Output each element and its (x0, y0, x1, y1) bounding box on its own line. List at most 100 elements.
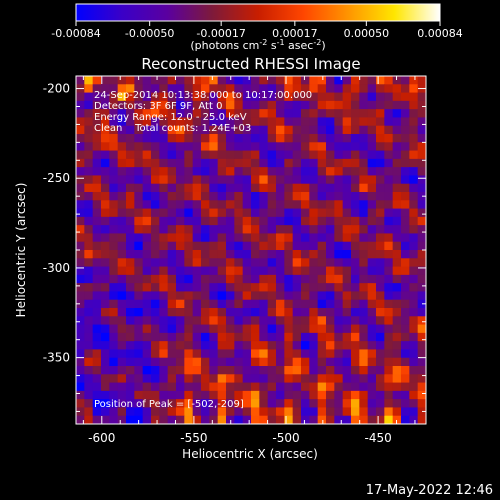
heatmap-cell (217, 291, 227, 301)
heatmap-cell (142, 415, 152, 424)
heatmap-cell (184, 266, 194, 276)
annotation-detectors: Detectors: 3F 6F 9F, Att 0 (94, 101, 222, 112)
heatmap-cell (167, 349, 177, 359)
heatmap-cell (134, 357, 144, 367)
heatmap-cell (217, 200, 227, 210)
heatmap-cell (301, 382, 310, 392)
heatmap-cell (317, 250, 327, 259)
heatmap-cell (201, 142, 210, 152)
x-tick-label: -450 (364, 431, 391, 445)
heatmap-cell (342, 357, 352, 367)
heatmap-cell (376, 390, 385, 400)
heatmap-cell (126, 266, 135, 276)
heatmap-cell (176, 299, 185, 309)
heatmap-cell (117, 258, 127, 268)
heatmap-cell (417, 150, 426, 160)
heatmap-cell (92, 250, 102, 259)
heatmap-cell (226, 415, 235, 424)
colorbar-tick-label: 0.00017 (272, 27, 318, 40)
heatmap-cell (192, 233, 202, 243)
heatmap-cell (126, 134, 135, 143)
heatmap-cell (401, 109, 410, 118)
heatmap-cell (184, 208, 194, 218)
heatmap-cell (309, 399, 319, 408)
heatmap-cell (376, 357, 385, 367)
heatmap-cell (267, 316, 277, 326)
heatmap-cell (234, 92, 244, 102)
heatmap-cell (292, 324, 302, 334)
heatmap-cell (184, 100, 194, 110)
heatmap-cell (159, 357, 169, 367)
heatmap-cell (234, 415, 244, 424)
heatmap-cell (201, 84, 210, 94)
heatmap-cell (359, 316, 369, 326)
heatmap-cell (117, 357, 127, 367)
heatmap-cell (384, 332, 394, 342)
heatmap-cell (342, 142, 352, 152)
heatmap-cell (417, 357, 426, 367)
heatmap-cell (317, 357, 327, 367)
heatmap-cell (217, 316, 227, 326)
colorbar-tick-label: 0.00084 (417, 27, 463, 40)
heatmap-cell (334, 225, 344, 234)
heatmap-cell (384, 175, 394, 185)
heatmap-cell (351, 349, 360, 359)
heatmap-cell (101, 216, 110, 226)
heatmap-cell (351, 92, 360, 102)
heatmap-cell (192, 274, 202, 284)
heatmap-cell (76, 233, 85, 243)
heatmap-cell (292, 390, 302, 400)
heatmap-cell (151, 324, 160, 334)
heatmap-cell (159, 225, 169, 234)
heatmap-cell (384, 415, 394, 424)
y-axis: -200-250-300-350 (43, 82, 426, 412)
heatmap-cell (159, 374, 169, 384)
heatmap-cell (276, 225, 285, 234)
heatmap-cell (167, 200, 177, 210)
heatmap-cell (351, 117, 360, 127)
heatmap-cell (384, 382, 394, 392)
heatmap-cell (401, 274, 410, 284)
heatmap-cell (117, 250, 127, 259)
heatmap-cell (217, 208, 227, 218)
heatmap-cell (417, 324, 426, 334)
heatmap-cell (326, 382, 335, 392)
heatmap-cell (92, 134, 102, 143)
heatmap-cell (126, 390, 135, 400)
heatmap-cell (234, 134, 244, 143)
x-tick-label: -600 (88, 431, 115, 445)
heatmap-cell (184, 415, 194, 424)
heatmap-cell (317, 100, 327, 110)
heatmap-cell (76, 332, 85, 342)
heatmap-cell (392, 192, 402, 201)
heatmap-cell (342, 366, 352, 375)
heatmap-cell (159, 382, 169, 392)
heatmap-cell (417, 109, 426, 118)
heatmap-cell (142, 167, 152, 176)
heatmap-cell (76, 100, 85, 110)
heatmap-cell (126, 250, 135, 259)
heatmap-cell (101, 299, 110, 309)
heatmap-cell (84, 415, 94, 424)
heatmap-cell (309, 357, 319, 367)
heatmap-cell (259, 366, 269, 375)
heatmap-cell (84, 100, 94, 110)
heatmap-cell (259, 390, 269, 400)
heatmap-cell (376, 349, 385, 359)
heatmap-cell (134, 299, 144, 309)
heatmap-cell (367, 415, 377, 424)
heatmap-cell (109, 100, 119, 110)
heatmap-cell (176, 100, 185, 110)
heatmap-cell (276, 316, 285, 326)
heatmap-cell (417, 341, 426, 350)
heatmap-cell (167, 357, 177, 367)
heatmap-cell (334, 200, 344, 210)
heatmap-cell (401, 366, 410, 375)
heatmap-cell (84, 92, 94, 102)
heatmap-cell (201, 258, 210, 268)
heatmap-cell (351, 374, 360, 384)
heatmap-cell (334, 233, 344, 243)
heatmap-cell (359, 349, 369, 359)
heatmap-cell (109, 366, 119, 375)
heatmap-cell (176, 208, 185, 218)
